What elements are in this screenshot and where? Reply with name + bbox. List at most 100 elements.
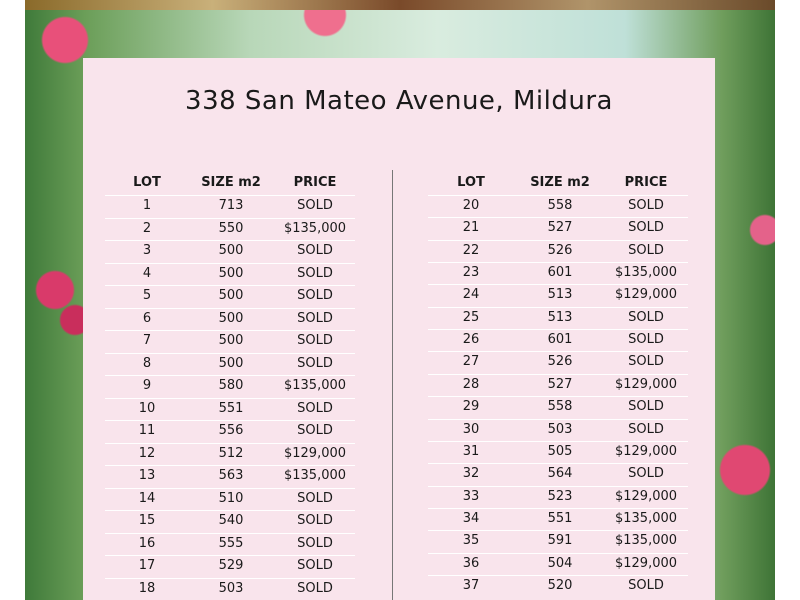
size-cell: 513 (547, 287, 573, 303)
row-separator (105, 217, 355, 219)
size-cell: 526 (547, 354, 573, 370)
size-cell: 505 (547, 443, 573, 459)
price-cell: $135,000 (283, 468, 347, 483)
price-cell: $129,000 (614, 488, 678, 504)
size-cell: 523 (547, 488, 573, 504)
row-separator (428, 574, 688, 576)
row-separator (428, 351, 688, 353)
size-cell: 550 (218, 220, 244, 236)
row-separator (105, 442, 355, 444)
size-cell: 556 (218, 423, 244, 438)
row-separator (428, 485, 688, 487)
price-cell: $135,000 (283, 378, 347, 393)
price-cell: SOLD (297, 310, 333, 326)
size-cell: 527 (547, 376, 573, 392)
price-cell: SOLD (628, 309, 664, 325)
size-cell: 551 (547, 510, 573, 526)
lot-cell: 8 (142, 355, 152, 371)
lot-cell: 37 (462, 577, 480, 593)
price-cell: SOLD (628, 421, 664, 437)
row-separator (428, 507, 688, 509)
price-cell: SOLD (297, 558, 333, 573)
column-header: PRICE (293, 175, 337, 190)
price-cell: $135,000 (614, 265, 678, 281)
row-separator (428, 217, 688, 219)
size-cell: 558 (547, 198, 573, 213)
price-cell: SOLD (628, 354, 664, 370)
column-header: SIZE m2 (530, 175, 590, 190)
price-cell: SOLD (628, 466, 664, 482)
size-cell: 529 (218, 558, 244, 573)
row-separator (105, 195, 355, 196)
row-separator (428, 262, 688, 264)
size-cell: 563 (218, 468, 244, 483)
lot-cell: 35 (462, 533, 480, 549)
lot-cell: 5 (142, 288, 152, 303)
lot-cell: 22 (462, 242, 480, 258)
price-cell: SOLD (297, 580, 333, 596)
lot-cell: 31 (462, 443, 480, 459)
lot-cell: 9 (142, 378, 152, 393)
size-cell: 520 (547, 577, 573, 593)
price-cell: SOLD (628, 220, 664, 236)
size-cell: 500 (218, 310, 244, 326)
price-cell: SOLD (297, 423, 333, 438)
lot-cell: 2 (142, 220, 152, 236)
size-cell: 540 (218, 513, 244, 528)
lot-cell: 26 (462, 332, 480, 348)
lot-cell: 28 (462, 376, 480, 392)
lot-cell: 14 (138, 490, 156, 506)
price-cell: SOLD (297, 198, 333, 213)
lot-cell: 3 (142, 243, 152, 258)
lot-cell: 29 (462, 399, 480, 415)
size-cell: 601 (547, 265, 573, 281)
price-cell: $135,000 (283, 220, 347, 236)
lot-cell: 7 (142, 333, 152, 348)
price-cell: SOLD (297, 355, 333, 371)
size-cell: 500 (218, 243, 244, 258)
price-cell: SOLD (297, 490, 333, 506)
lot-cell: 4 (142, 265, 152, 281)
lot-cell: 23 (462, 265, 480, 281)
row-separator (428, 306, 688, 308)
row-separator (105, 330, 355, 331)
row-separator (105, 420, 355, 421)
size-cell: 713 (218, 198, 244, 213)
lot-cell: 20 (462, 198, 480, 213)
row-separator (105, 375, 355, 376)
price-cell: SOLD (297, 243, 333, 258)
column-header: PRICE (624, 175, 668, 190)
size-cell: 526 (547, 242, 573, 258)
size-cell: 510 (218, 490, 244, 506)
row-separator (428, 329, 688, 331)
lot-cell: 1 (142, 198, 152, 213)
row-separator (428, 463, 688, 465)
row-separator (105, 240, 355, 241)
column-header: LOT (133, 175, 161, 190)
price-cell: SOLD (297, 265, 333, 281)
row-separator (105, 555, 355, 556)
price-cell: SOLD (628, 577, 664, 593)
row-separator (428, 284, 688, 286)
price-cell: $129,000 (614, 443, 678, 459)
size-cell: 504 (547, 555, 573, 571)
size-cell: 500 (218, 355, 244, 371)
row-separator (105, 510, 355, 511)
top-image-strip (25, 0, 775, 10)
price-cell: $135,000 (614, 510, 678, 526)
size-cell: 513 (547, 309, 573, 325)
row-separator (105, 577, 355, 579)
row-separator (428, 552, 688, 554)
row-separator (428, 418, 688, 420)
size-cell: 512 (218, 445, 244, 461)
size-cell: 558 (547, 399, 573, 415)
column-header: SIZE m2 (201, 175, 261, 190)
lot-cell: 15 (138, 513, 156, 528)
lot-cell: 30 (462, 421, 480, 437)
row-separator (428, 373, 688, 375)
size-cell: 500 (218, 288, 244, 303)
size-cell: 580 (218, 378, 244, 393)
row-separator (105, 532, 355, 534)
